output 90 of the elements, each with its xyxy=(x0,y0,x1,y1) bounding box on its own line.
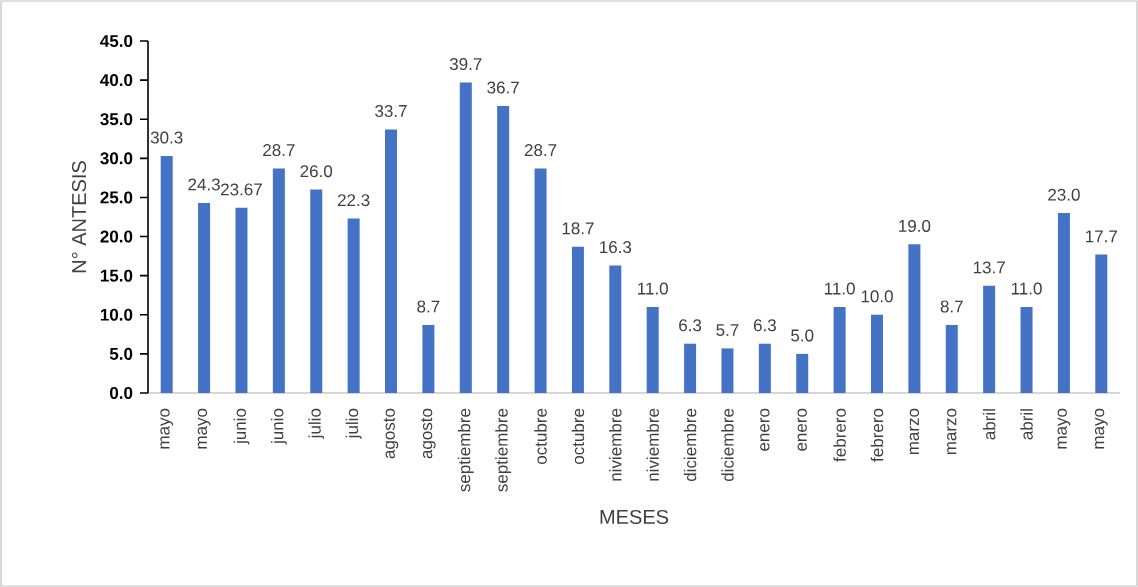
x-tick-label: mayo xyxy=(1057,408,1071,449)
bar xyxy=(459,82,472,393)
bar xyxy=(422,324,435,393)
x-tick-label: octubre xyxy=(534,408,547,465)
bar xyxy=(310,189,323,393)
data-label: 19.0 xyxy=(899,219,931,232)
bar xyxy=(160,155,173,393)
x-tick-label: abril xyxy=(1020,409,1033,440)
x-tick-label: diciembre xyxy=(721,408,734,482)
bar xyxy=(235,207,248,393)
x-tick-label: niviembre xyxy=(609,408,622,481)
bar xyxy=(758,343,771,393)
data-label: 39.7 xyxy=(449,58,482,71)
data-label: 8.7 xyxy=(940,300,963,313)
bar xyxy=(796,353,809,393)
bar xyxy=(1020,306,1033,393)
data-label: 11.0 xyxy=(1011,282,1042,295)
data-label: 23.0 xyxy=(1048,188,1080,201)
x-tick-label: enero xyxy=(797,408,807,451)
data-label: 26.0 xyxy=(300,165,333,178)
bar xyxy=(908,244,921,393)
x-tick-label: julio xyxy=(345,408,362,439)
bar xyxy=(945,324,958,393)
y-tick-label: 45.0 xyxy=(100,34,133,48)
x-tick-label: abril xyxy=(982,409,996,440)
x-tick-label: agosto xyxy=(421,408,436,459)
x-tick-label: septiembre xyxy=(457,408,474,492)
bar xyxy=(385,129,398,393)
data-label: 16.3 xyxy=(600,241,632,254)
x-tick-label: junio xyxy=(233,408,250,445)
bar xyxy=(871,314,883,393)
data-label: 5.7 xyxy=(716,324,739,336)
data-label: 8.7 xyxy=(417,300,440,313)
y-tick-label: 10.0 xyxy=(100,308,133,321)
data-label: 17.7 xyxy=(1086,230,1117,243)
data-label: 5.0 xyxy=(791,329,814,342)
bar xyxy=(198,202,211,393)
x-tick-label: junio xyxy=(270,408,287,445)
data-label: 30.3 xyxy=(150,131,183,144)
bar xyxy=(1095,254,1108,393)
y-tick-label: 40.0 xyxy=(100,74,133,87)
x-tick-label: febrero xyxy=(833,408,846,462)
x-tick-label: septiembre xyxy=(495,408,512,492)
data-label: 36.7 xyxy=(487,81,519,94)
bar xyxy=(721,348,734,393)
y-tick-label: 30.0 xyxy=(100,152,133,165)
y-tick-label: 15.0 xyxy=(100,269,133,282)
bar xyxy=(983,285,996,393)
x-tick-label: marzo xyxy=(909,408,920,455)
bar xyxy=(497,105,510,393)
bar xyxy=(609,265,622,393)
data-label: 13.7 xyxy=(973,261,1005,274)
x-tick-label: julio xyxy=(308,408,325,439)
data-label: 11.0 xyxy=(824,282,855,295)
bar xyxy=(646,306,659,393)
x-tick-label: mayo xyxy=(160,408,174,449)
bar xyxy=(347,218,360,393)
data-label: 24.3 xyxy=(188,178,220,191)
y-tick-label: 35.0 xyxy=(100,113,133,126)
data-label: 28.7 xyxy=(263,144,295,157)
data-label: 6.3 xyxy=(679,319,702,332)
data-label: 28.7 xyxy=(524,144,557,157)
y-tick-label: 25.0 xyxy=(100,191,133,204)
x-tick-label: febrero xyxy=(870,408,884,462)
data-label: 23.67 xyxy=(221,183,262,196)
x-tick-label: mayo xyxy=(1094,408,1108,449)
x-tick-label: mayo xyxy=(197,408,211,449)
bar xyxy=(1057,213,1070,393)
data-label: 6.3 xyxy=(753,319,776,332)
x-axis-title: MESES xyxy=(600,509,669,525)
x-tick-label: agosto xyxy=(383,408,399,459)
bar xyxy=(534,168,547,393)
y-tick-label: 5.0 xyxy=(109,347,133,360)
x-tick-label: octubre xyxy=(571,408,585,465)
data-label: 22.3 xyxy=(337,194,370,207)
bar xyxy=(833,306,846,393)
x-tick-label: diciembre xyxy=(683,408,697,482)
x-tick-label: marzo xyxy=(947,408,957,455)
data-label: 33.7 xyxy=(375,104,407,117)
data-label: 18.7 xyxy=(562,222,594,235)
bar xyxy=(684,343,697,393)
y-tick-label: 20.0 xyxy=(100,230,133,243)
y-axis-title: N° ANTESIS xyxy=(71,161,87,273)
y-tick-label: 0.0 xyxy=(109,386,133,399)
x-tick-label: niviembre xyxy=(646,408,659,481)
bar xyxy=(272,168,285,393)
data-label: 10.0 xyxy=(861,290,893,303)
bar xyxy=(571,246,584,393)
data-label: 11.0 xyxy=(638,282,668,295)
x-tick-label: enero xyxy=(760,408,770,451)
